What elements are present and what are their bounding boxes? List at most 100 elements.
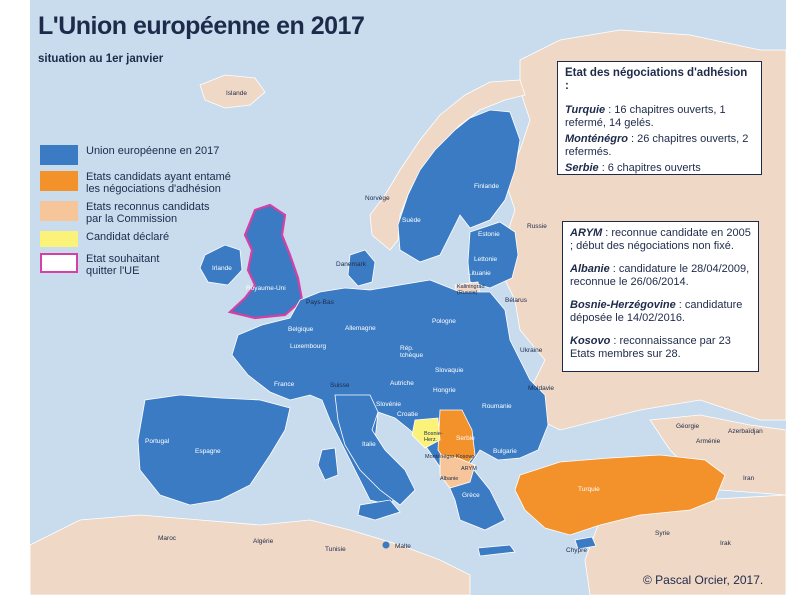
eu-crete <box>477 544 516 557</box>
cand-turkey <box>514 454 726 536</box>
negotiations-entry: Serbie : 6 chapitres ouverts <box>565 162 754 175</box>
entry-country: ARYM <box>570 227 603 239</box>
legend-item-leaving: Etat souhaitant quitter l'UE <box>40 253 240 277</box>
label-bosnie-herz: Bosnie-Herz. <box>424 431 443 443</box>
legend-label-candidate-negotiating: Etats candidats ayant entamé les négocia… <box>86 171 231 195</box>
eu-iberia <box>137 394 291 506</box>
label-montenegro: Monténégro <box>425 454 454 460</box>
label-syrie: Syrie <box>655 530 670 537</box>
label-suede: Suède <box>402 217 421 224</box>
negotiations-entry: Turquie : 16 chapitres ouverts, 1 referm… <box>565 104 754 129</box>
eu-italy <box>334 394 416 506</box>
eu-baltics <box>467 221 519 289</box>
label-ukraine: Ukraine <box>520 347 543 354</box>
label-hongrie: Hongrie <box>433 387 456 394</box>
legend-swatch-declared-candidate <box>40 231 78 247</box>
label-france: France <box>274 381 295 388</box>
candidates-entry: Bosnie-Herzégovine : candidature déposée… <box>570 299 751 324</box>
eu-uk-leaving <box>227 203 304 320</box>
label-kosovo: Kosovo <box>456 454 474 460</box>
legend-item-recognized-candidate: Etats reconnus candidats par la Commissi… <box>40 201 240 225</box>
legend-item-candidate-negotiating: Etats candidats ayant entamé les négocia… <box>40 171 240 195</box>
label-georgie: Géorgie <box>676 423 700 430</box>
negotiations-heading: Etat des négociations d'adhésion : <box>565 67 748 92</box>
legend-label-declared-candidate: Candidat déclaré <box>86 231 170 243</box>
legend-swatch-leaving <box>40 253 78 273</box>
label-allemagne: Allemagne <box>345 325 376 332</box>
legend: Union européenne en 2017 Etats candidats… <box>40 145 240 283</box>
cand-bosnia <box>411 417 441 449</box>
label-algerie: Algérie <box>253 538 274 545</box>
entry-country: Kosovo <box>570 335 611 347</box>
label-royaume-uni: Royaume-Uni <box>246 285 286 292</box>
legend-label-leaving: Etat souhaitant quitter l'UE <box>86 253 160 277</box>
candidates-entry: ARYM : reconnue candidate en 2005 ; débu… <box>570 227 751 252</box>
label-malte: Malte <box>395 543 411 550</box>
legend-label-recognized-candidate: Etats reconnus candidats par la Commissi… <box>86 201 210 225</box>
label-islande: Islande <box>226 90 247 97</box>
legend-item-eu: Union européenne en 2017 <box>40 145 240 165</box>
entry-text: : 6 chapitres ouverts <box>598 162 701 174</box>
label-lettonie: Lettonie <box>474 256 498 263</box>
label-azerbaidjan: Azerbaïdjan <box>728 428 763 435</box>
label-finlande: Finlande <box>474 183 499 190</box>
label-arym: ARYM <box>461 466 477 472</box>
entry-country: Bosnie-Herzégovine <box>570 299 676 311</box>
label-autriche: Autriche <box>390 380 414 387</box>
entry-country: Turquie <box>565 104 606 116</box>
label-portugal: Portugal <box>145 438 170 445</box>
label-russie: Russie <box>527 223 547 230</box>
page-title: L'Union européenne en 2017 <box>38 12 365 40</box>
eu-sicily <box>357 499 401 521</box>
label-belarus: Bélarus <box>505 297 528 304</box>
label-irak: Irak <box>720 540 732 547</box>
label-estonie: Estonie <box>478 231 500 238</box>
legend-label-eu: Union européenne en 2017 <box>86 145 220 157</box>
label-italie: Italie <box>362 441 376 448</box>
label-moldavie: Moldavie <box>528 385 554 392</box>
entry-text: : 26 chapitres ouverts, 2 refermés. <box>565 133 749 158</box>
label-serbie: Serbie <box>456 435 475 442</box>
label-grece: Grèce <box>462 492 480 499</box>
legend-swatch-eu <box>40 145 78 165</box>
label-albanie: Albanie <box>440 476 458 482</box>
entry-country: Serbie <box>565 162 599 174</box>
label-croatie: Croatie <box>397 411 418 418</box>
negotiations-box: Etat des négociations d'adhésion : Turqu… <box>557 61 762 175</box>
label-iran: Iran <box>743 475 755 482</box>
label-kaliningrad: Kaliningrad (Russie) <box>457 284 485 296</box>
negotiations-entry: Monténégro : 26 chapitres ouverts, 2 ref… <box>565 133 754 158</box>
label-norvege: Norvège <box>365 195 390 202</box>
credit: © Pascal Orcier, 2017. <box>643 573 764 587</box>
eu-ireland <box>199 244 243 286</box>
eu-sardinia <box>317 447 339 481</box>
page-subtitle: situation au 1er janvier <box>38 53 164 65</box>
entry-text: : candidature déposée le 14/02/2016. <box>570 299 743 324</box>
eu-denmark <box>347 249 376 287</box>
legend-item-declared-candidate: Candidat déclaré <box>40 231 240 247</box>
label-pologne: Pologne <box>432 318 456 325</box>
label-espagne: Espagne <box>195 448 221 455</box>
label-pays-bas: Pays-Bas <box>306 299 335 306</box>
label-chypre: Chypre <box>566 547 587 554</box>
label-maroc: Maroc <box>158 535 177 542</box>
entry-country: Monténégro <box>565 133 628 145</box>
entry-text: : 16 chapitres ouverts, 1 refermé, 14 ge… <box>565 104 726 129</box>
land-north-africa <box>29 514 471 595</box>
label-slovenie: Slovénie <box>376 401 401 408</box>
eu-sweden-finland <box>397 109 521 263</box>
candidates-box: ARYM : reconnue candidate en 2005 ; débu… <box>562 221 759 372</box>
entry-country: Albanie <box>570 263 610 275</box>
label-suisse: Suisse <box>330 382 350 389</box>
legend-swatch-candidate-negotiating <box>40 171 78 191</box>
label-turquie: Turquie <box>578 486 600 493</box>
label-belgique: Belgique <box>288 326 314 333</box>
label-rep-tcheque: Rép. tchèque <box>400 345 424 359</box>
eu-malta <box>382 541 390 549</box>
candidates-entry: Albanie : candidature le 28/04/2009, rec… <box>570 263 751 288</box>
eu-cyprus <box>574 536 597 550</box>
label-armenie: Arménie <box>696 438 721 445</box>
label-roumanie: Roumanie <box>482 403 512 410</box>
land-iceland <box>199 74 266 109</box>
label-bulgarie: Bulgarie <box>493 448 517 455</box>
